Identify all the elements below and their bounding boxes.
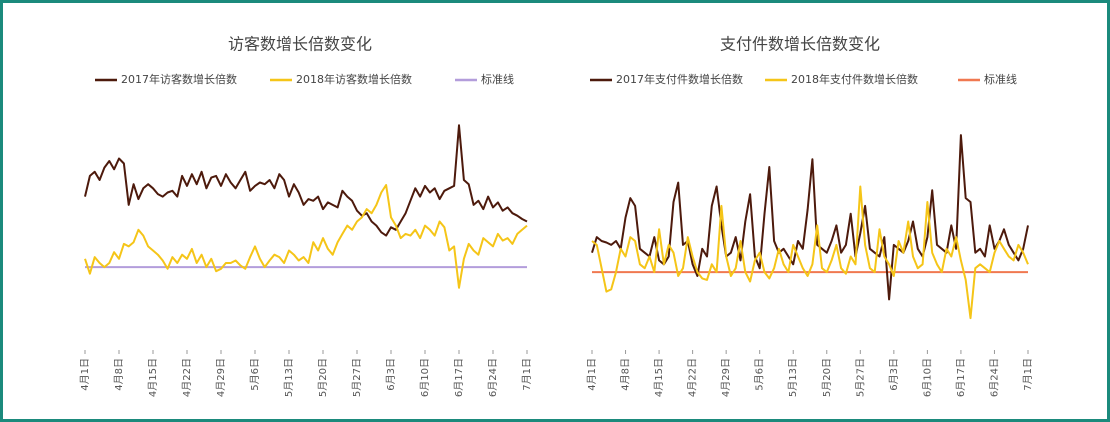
x-tick-label: 7月1日 (1022, 358, 1034, 391)
x-tick-label: 6月10日 (921, 358, 933, 397)
x-tick-label: 4月29日 (720, 358, 732, 397)
x-tick-label: 5月20日 (821, 358, 833, 397)
x-tick-label: 6月10日 (419, 358, 431, 397)
x-tick-label: 5月6日 (249, 358, 261, 391)
series-line (84, 124, 528, 237)
x-tick-label: 7月1日 (521, 358, 533, 391)
x-tick-label: 5月27日 (854, 358, 866, 397)
x-tick-label: 6月3日 (385, 358, 397, 391)
x-tick-label: 6月24日 (487, 358, 499, 397)
x-tick-label: 5月6日 (754, 358, 766, 391)
x-tick-label: 5月13日 (787, 358, 799, 397)
x-tick-label: 4月29日 (215, 358, 227, 397)
series-line (84, 184, 528, 289)
x-tick-label: 5月27日 (351, 358, 363, 397)
series-line (591, 185, 1029, 320)
x-tick-label: 4月1日 (79, 358, 91, 391)
legend-label: 标准线 (481, 72, 514, 86)
x-tick-label: 4月15日 (653, 358, 665, 397)
legend-label: 标准线 (984, 72, 1017, 86)
x-tick-label: 6月3日 (888, 358, 900, 391)
x-tick-label: 5月20日 (317, 358, 329, 397)
legend-label: 2017年支付件数增长倍数 (616, 72, 743, 86)
x-tick-label: 5月13日 (283, 358, 295, 397)
x-tick-label: 4月22日 (687, 358, 699, 397)
legend-label: 2018年访客数增长倍数 (296, 72, 412, 86)
legend-label: 2017年访客数增长倍数 (121, 72, 237, 86)
x-tick-label: 6月17日 (453, 358, 465, 397)
x-tick-label: 4月8日 (113, 358, 125, 391)
x-tick-label: 4月1日 (586, 358, 598, 391)
chart-title: 支付件数增长倍数变化 (720, 35, 880, 54)
x-tick-label: 4月8日 (620, 358, 632, 391)
legend-label: 2018年支付件数增长倍数 (791, 72, 918, 86)
x-tick-label: 4月22日 (181, 358, 193, 397)
series-line (591, 134, 1029, 301)
x-tick-label: 4月15日 (147, 358, 159, 397)
x-tick-label: 6月17日 (955, 358, 967, 397)
x-tick-label: 6月24日 (988, 358, 1000, 397)
chart-title: 访客数增长倍数变化 (228, 35, 372, 54)
